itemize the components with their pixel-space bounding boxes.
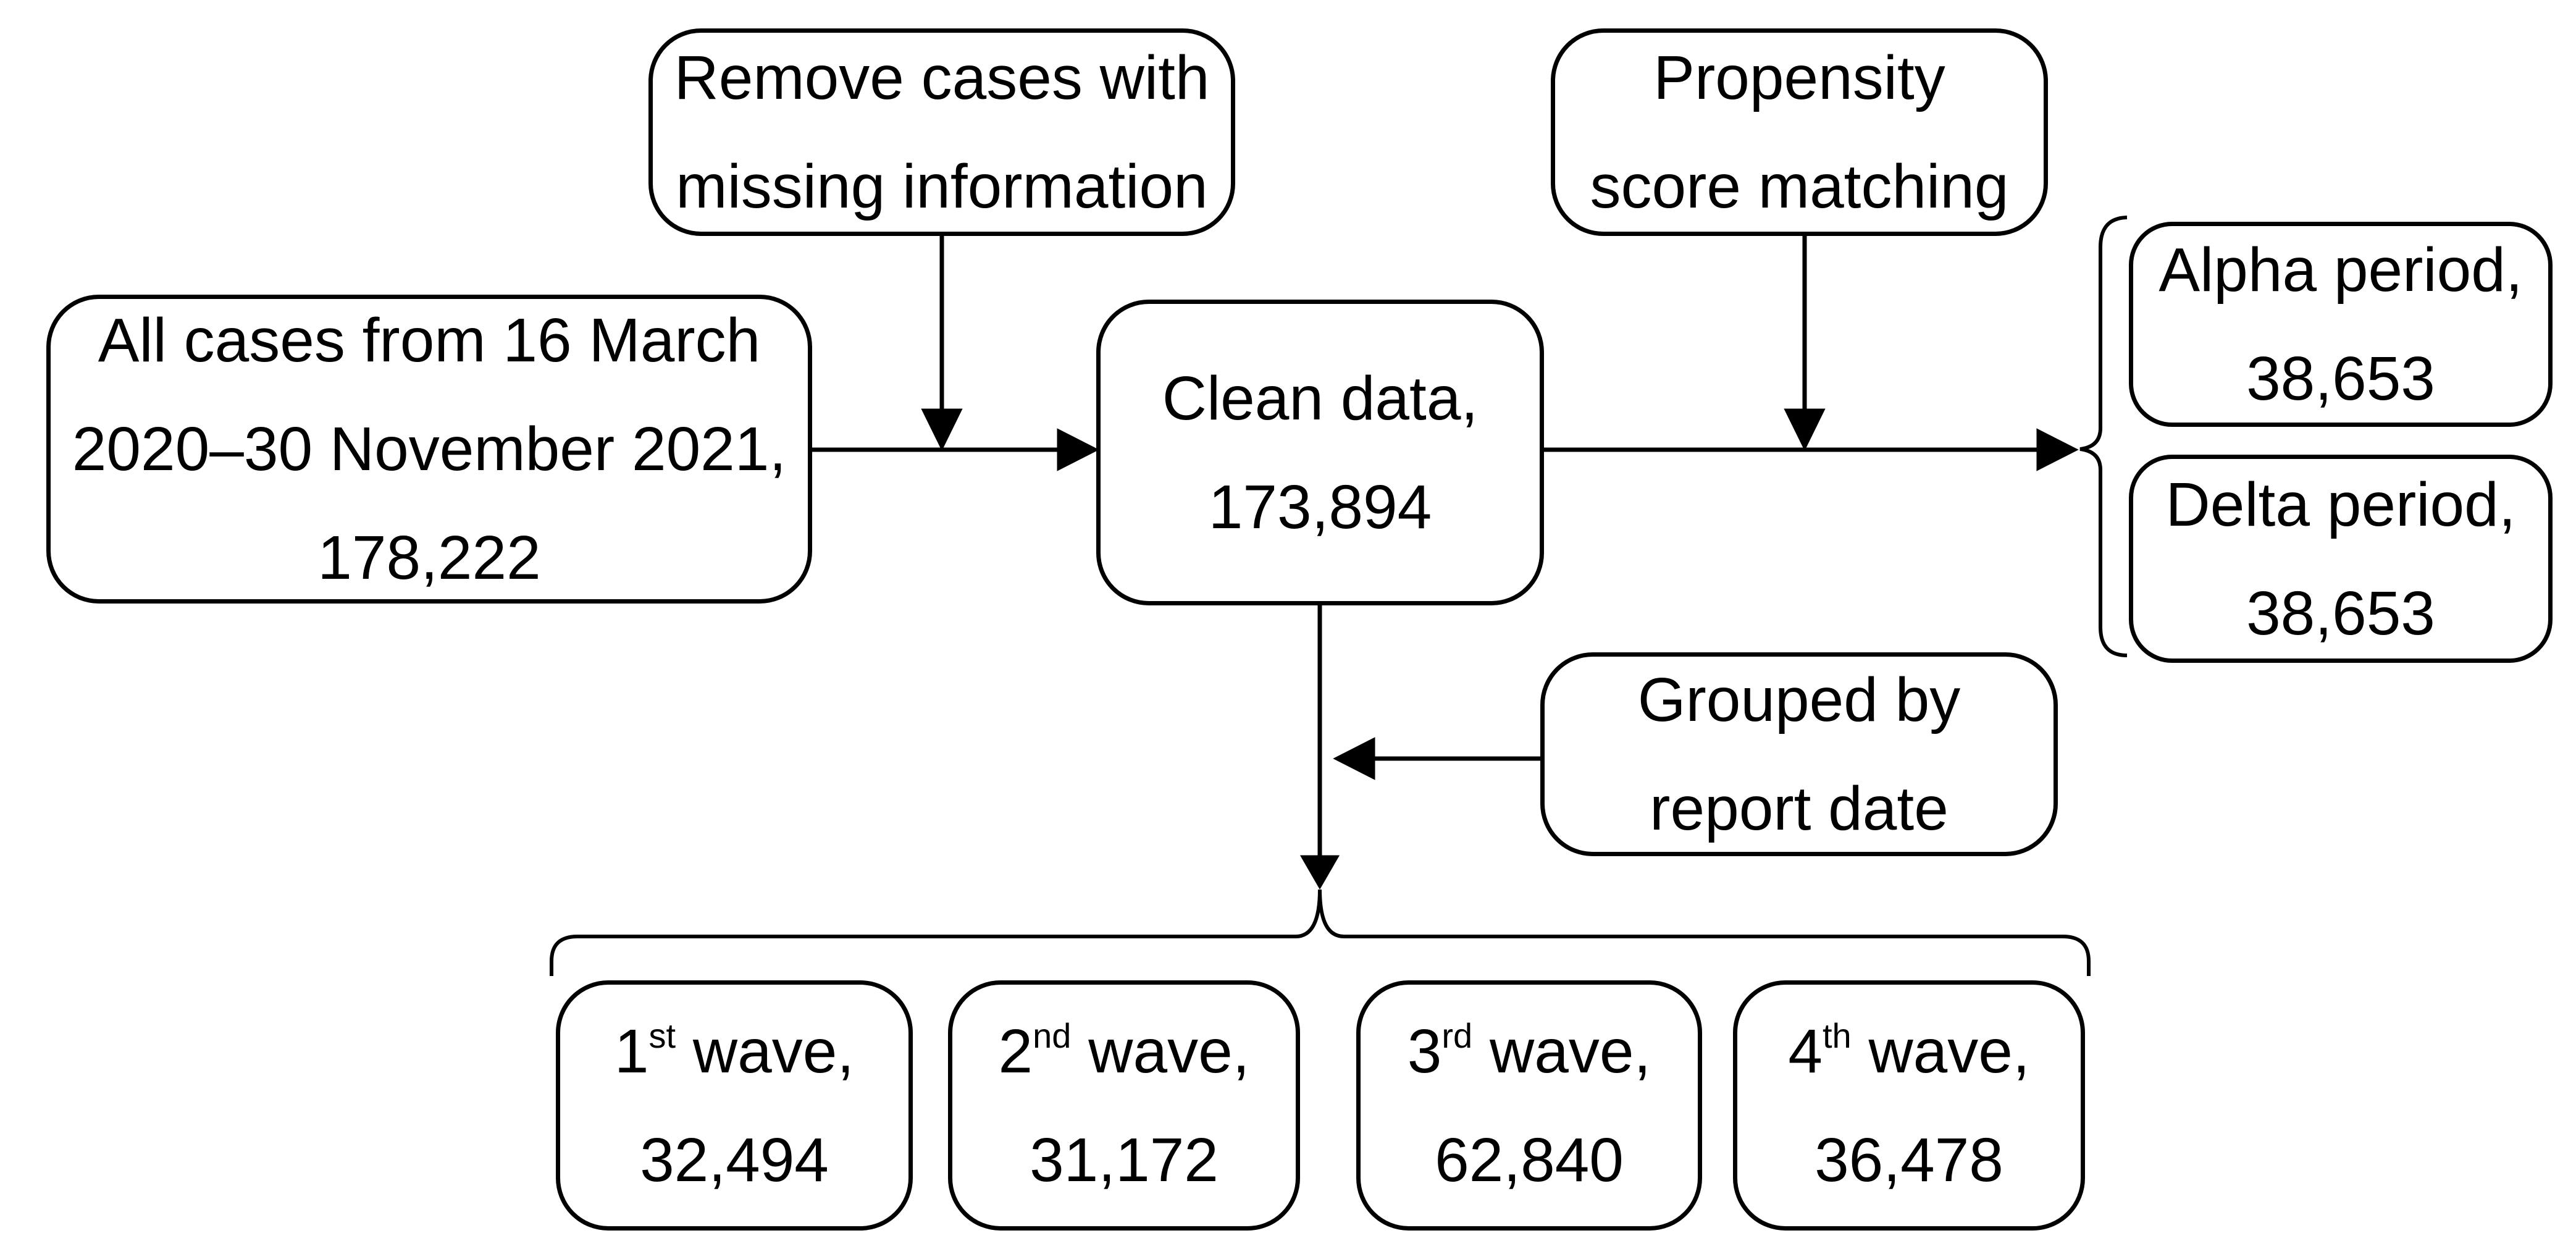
node-line: Alpha period,	[2159, 235, 2523, 305]
node-line: Clean data,	[1162, 363, 1479, 433]
node-clean-data: Clean data, 173,894	[1096, 300, 1544, 605]
node-wave-2: 2nd wave, 31,172	[948, 980, 1300, 1231]
arrow-grouped-left-head	[1333, 737, 1375, 780]
node-line: 173,894	[1208, 472, 1432, 542]
node-line: score matching	[1590, 152, 2009, 221]
wave-title: 3rd wave,	[1407, 1016, 1651, 1086]
arrow-clean-to-periods-head	[2036, 428, 2079, 471]
wave-count: 36,478	[1815, 1125, 2003, 1195]
ordinal-suffix: th	[1822, 1016, 1852, 1055]
arrow-allcases-to-clean-head	[1057, 428, 1099, 471]
node-remove-missing: Remove cases with missing information	[648, 28, 1235, 236]
wave-count: 32,494	[640, 1125, 829, 1195]
node-wave-3: 3rd wave, 62,840	[1356, 980, 1702, 1231]
brace-waves	[550, 889, 2091, 976]
wave-title: 1st wave,	[614, 1016, 855, 1086]
node-wave-1: 1st wave, 32,494	[556, 980, 913, 1231]
node-line: Remove cases with	[674, 43, 1210, 112]
arrow-propensity-down-head	[1784, 408, 1826, 451]
node-wave-4: 4th wave, 36,478	[1733, 980, 2085, 1231]
wave-title: 4th wave,	[1788, 1016, 2030, 1086]
node-line: 38,653	[2246, 578, 2435, 648]
node-alpha-period: Alpha period, 38,653	[2129, 222, 2553, 427]
wave-count: 31,172	[1030, 1125, 1219, 1195]
ordinal-suffix: nd	[1033, 1016, 1072, 1055]
node-delta-period: Delta period, 38,653	[2129, 455, 2553, 663]
node-line: All cases from 16 March	[98, 306, 761, 375]
node-grouped-by-report-date: Grouped by report date	[1540, 652, 2058, 856]
node-line: Delta period,	[2165, 469, 2516, 539]
wave-title: 2nd wave,	[998, 1016, 1250, 1086]
ordinal-suffix: rd	[1441, 1016, 1473, 1055]
node-line: missing information	[676, 152, 1208, 221]
brace-periods	[2079, 216, 2128, 657]
node-line: Propensity	[1653, 43, 1945, 112]
wave-count: 62,840	[1435, 1125, 1624, 1195]
node-line: 2020–30 November 2021,	[72, 414, 787, 484]
node-line: Grouped by	[1637, 665, 1961, 734]
node-all-cases: All cases from 16 March 2020–30 November…	[46, 295, 812, 604]
node-line: 38,653	[2246, 344, 2435, 413]
arrow-clean-down-head	[1299, 855, 1340, 890]
arrow-remove-down-head	[921, 408, 963, 451]
node-propensity-score-matching: Propensity score matching	[1551, 28, 2048, 236]
node-line: report date	[1650, 774, 1949, 843]
node-line: 178,222	[317, 523, 541, 592]
ordinal-suffix: st	[648, 1016, 676, 1055]
